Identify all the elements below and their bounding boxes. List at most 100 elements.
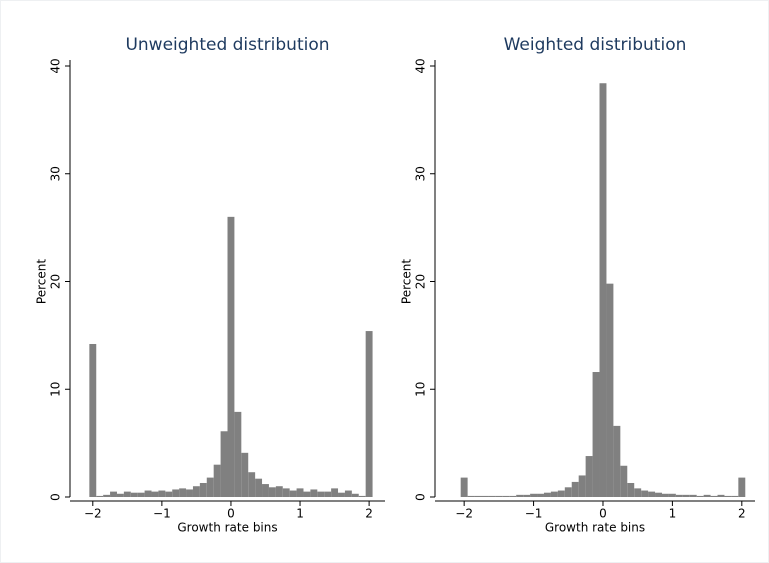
bar xyxy=(668,493,676,497)
bar xyxy=(731,495,739,497)
bar xyxy=(110,491,117,497)
bar xyxy=(516,494,524,497)
bar xyxy=(310,489,318,497)
bar xyxy=(365,331,373,497)
bar xyxy=(661,493,669,497)
y-tick-label: 40 xyxy=(414,58,428,73)
y-tick-label: 20 xyxy=(414,274,428,289)
bar xyxy=(613,425,621,497)
bar xyxy=(675,494,683,497)
bar xyxy=(96,495,104,497)
bar xyxy=(172,489,180,497)
bar xyxy=(523,494,531,497)
x-tick-label: 1 xyxy=(669,507,677,521)
bar xyxy=(634,488,642,497)
bar xyxy=(738,477,746,497)
bar xyxy=(338,492,345,497)
bar xyxy=(599,83,607,498)
bar xyxy=(358,495,366,497)
bar xyxy=(550,491,558,497)
bar xyxy=(199,482,207,497)
bar xyxy=(724,495,732,497)
bar xyxy=(606,283,614,497)
bar xyxy=(530,493,538,497)
bar xyxy=(460,477,468,497)
bar xyxy=(717,494,725,497)
chart-title: Weighted distribution xyxy=(504,35,687,55)
bar xyxy=(116,493,124,497)
bar xyxy=(509,495,517,497)
bar xyxy=(317,491,325,497)
bar xyxy=(289,490,297,497)
bar xyxy=(103,494,111,497)
bar xyxy=(130,492,138,497)
bar xyxy=(655,492,662,497)
bar xyxy=(165,491,173,497)
bar xyxy=(495,495,503,497)
bar xyxy=(275,486,283,497)
y-axis-title: Percent xyxy=(35,259,49,304)
bar xyxy=(592,372,600,497)
x-tick-label: 0 xyxy=(227,507,235,521)
bar xyxy=(641,490,649,497)
bar xyxy=(571,481,579,497)
bar xyxy=(206,477,214,497)
bar xyxy=(324,491,332,497)
y-tick-label: 0 xyxy=(49,493,63,501)
bar xyxy=(255,478,263,497)
bar xyxy=(89,343,97,497)
bar xyxy=(710,495,718,497)
bar xyxy=(564,487,572,497)
bar xyxy=(123,491,131,497)
bar xyxy=(262,484,269,497)
bar xyxy=(234,411,242,497)
bar xyxy=(179,488,187,497)
x-tick-label: 0 xyxy=(599,507,607,521)
bar xyxy=(158,490,166,497)
bar xyxy=(557,490,565,497)
y-tick-label: 0 xyxy=(414,493,428,501)
bar xyxy=(682,494,690,497)
bar xyxy=(537,493,544,497)
bar xyxy=(585,456,593,497)
bar xyxy=(331,488,339,497)
bar xyxy=(689,494,697,497)
bar xyxy=(620,465,628,497)
bar xyxy=(627,482,635,497)
bar xyxy=(144,490,152,497)
bar xyxy=(227,216,235,497)
bar xyxy=(648,491,656,497)
bar xyxy=(578,475,586,497)
bar xyxy=(344,490,352,497)
bar xyxy=(543,492,551,497)
x-axis-title: Growth rate bins xyxy=(177,521,277,535)
bar xyxy=(488,495,496,497)
y-tick-label: 20 xyxy=(49,274,63,289)
bar xyxy=(351,493,359,497)
x-tick-label: −1 xyxy=(525,507,543,521)
bar xyxy=(481,495,489,497)
y-tick-label: 30 xyxy=(49,166,63,181)
bar xyxy=(151,491,159,497)
bar xyxy=(241,452,249,497)
bar xyxy=(696,495,704,497)
x-tick-label: −2 xyxy=(455,507,473,521)
x-tick-label: 2 xyxy=(738,507,746,521)
bar xyxy=(474,495,482,497)
x-axis-title: Growth rate bins xyxy=(545,521,645,535)
bar xyxy=(248,472,256,497)
bar xyxy=(303,491,311,497)
y-tick-label: 10 xyxy=(414,382,428,397)
bar xyxy=(296,488,304,497)
bar xyxy=(137,492,145,497)
bar xyxy=(268,487,276,497)
chart-title: Unweighted distribution xyxy=(125,35,329,55)
y-axis-title: Percent xyxy=(400,259,414,304)
bar xyxy=(220,431,228,497)
y-tick-label: 40 xyxy=(49,58,63,73)
y-tick-label: 30 xyxy=(414,166,428,181)
bar xyxy=(502,495,510,497)
x-tick-label: −1 xyxy=(153,507,171,521)
